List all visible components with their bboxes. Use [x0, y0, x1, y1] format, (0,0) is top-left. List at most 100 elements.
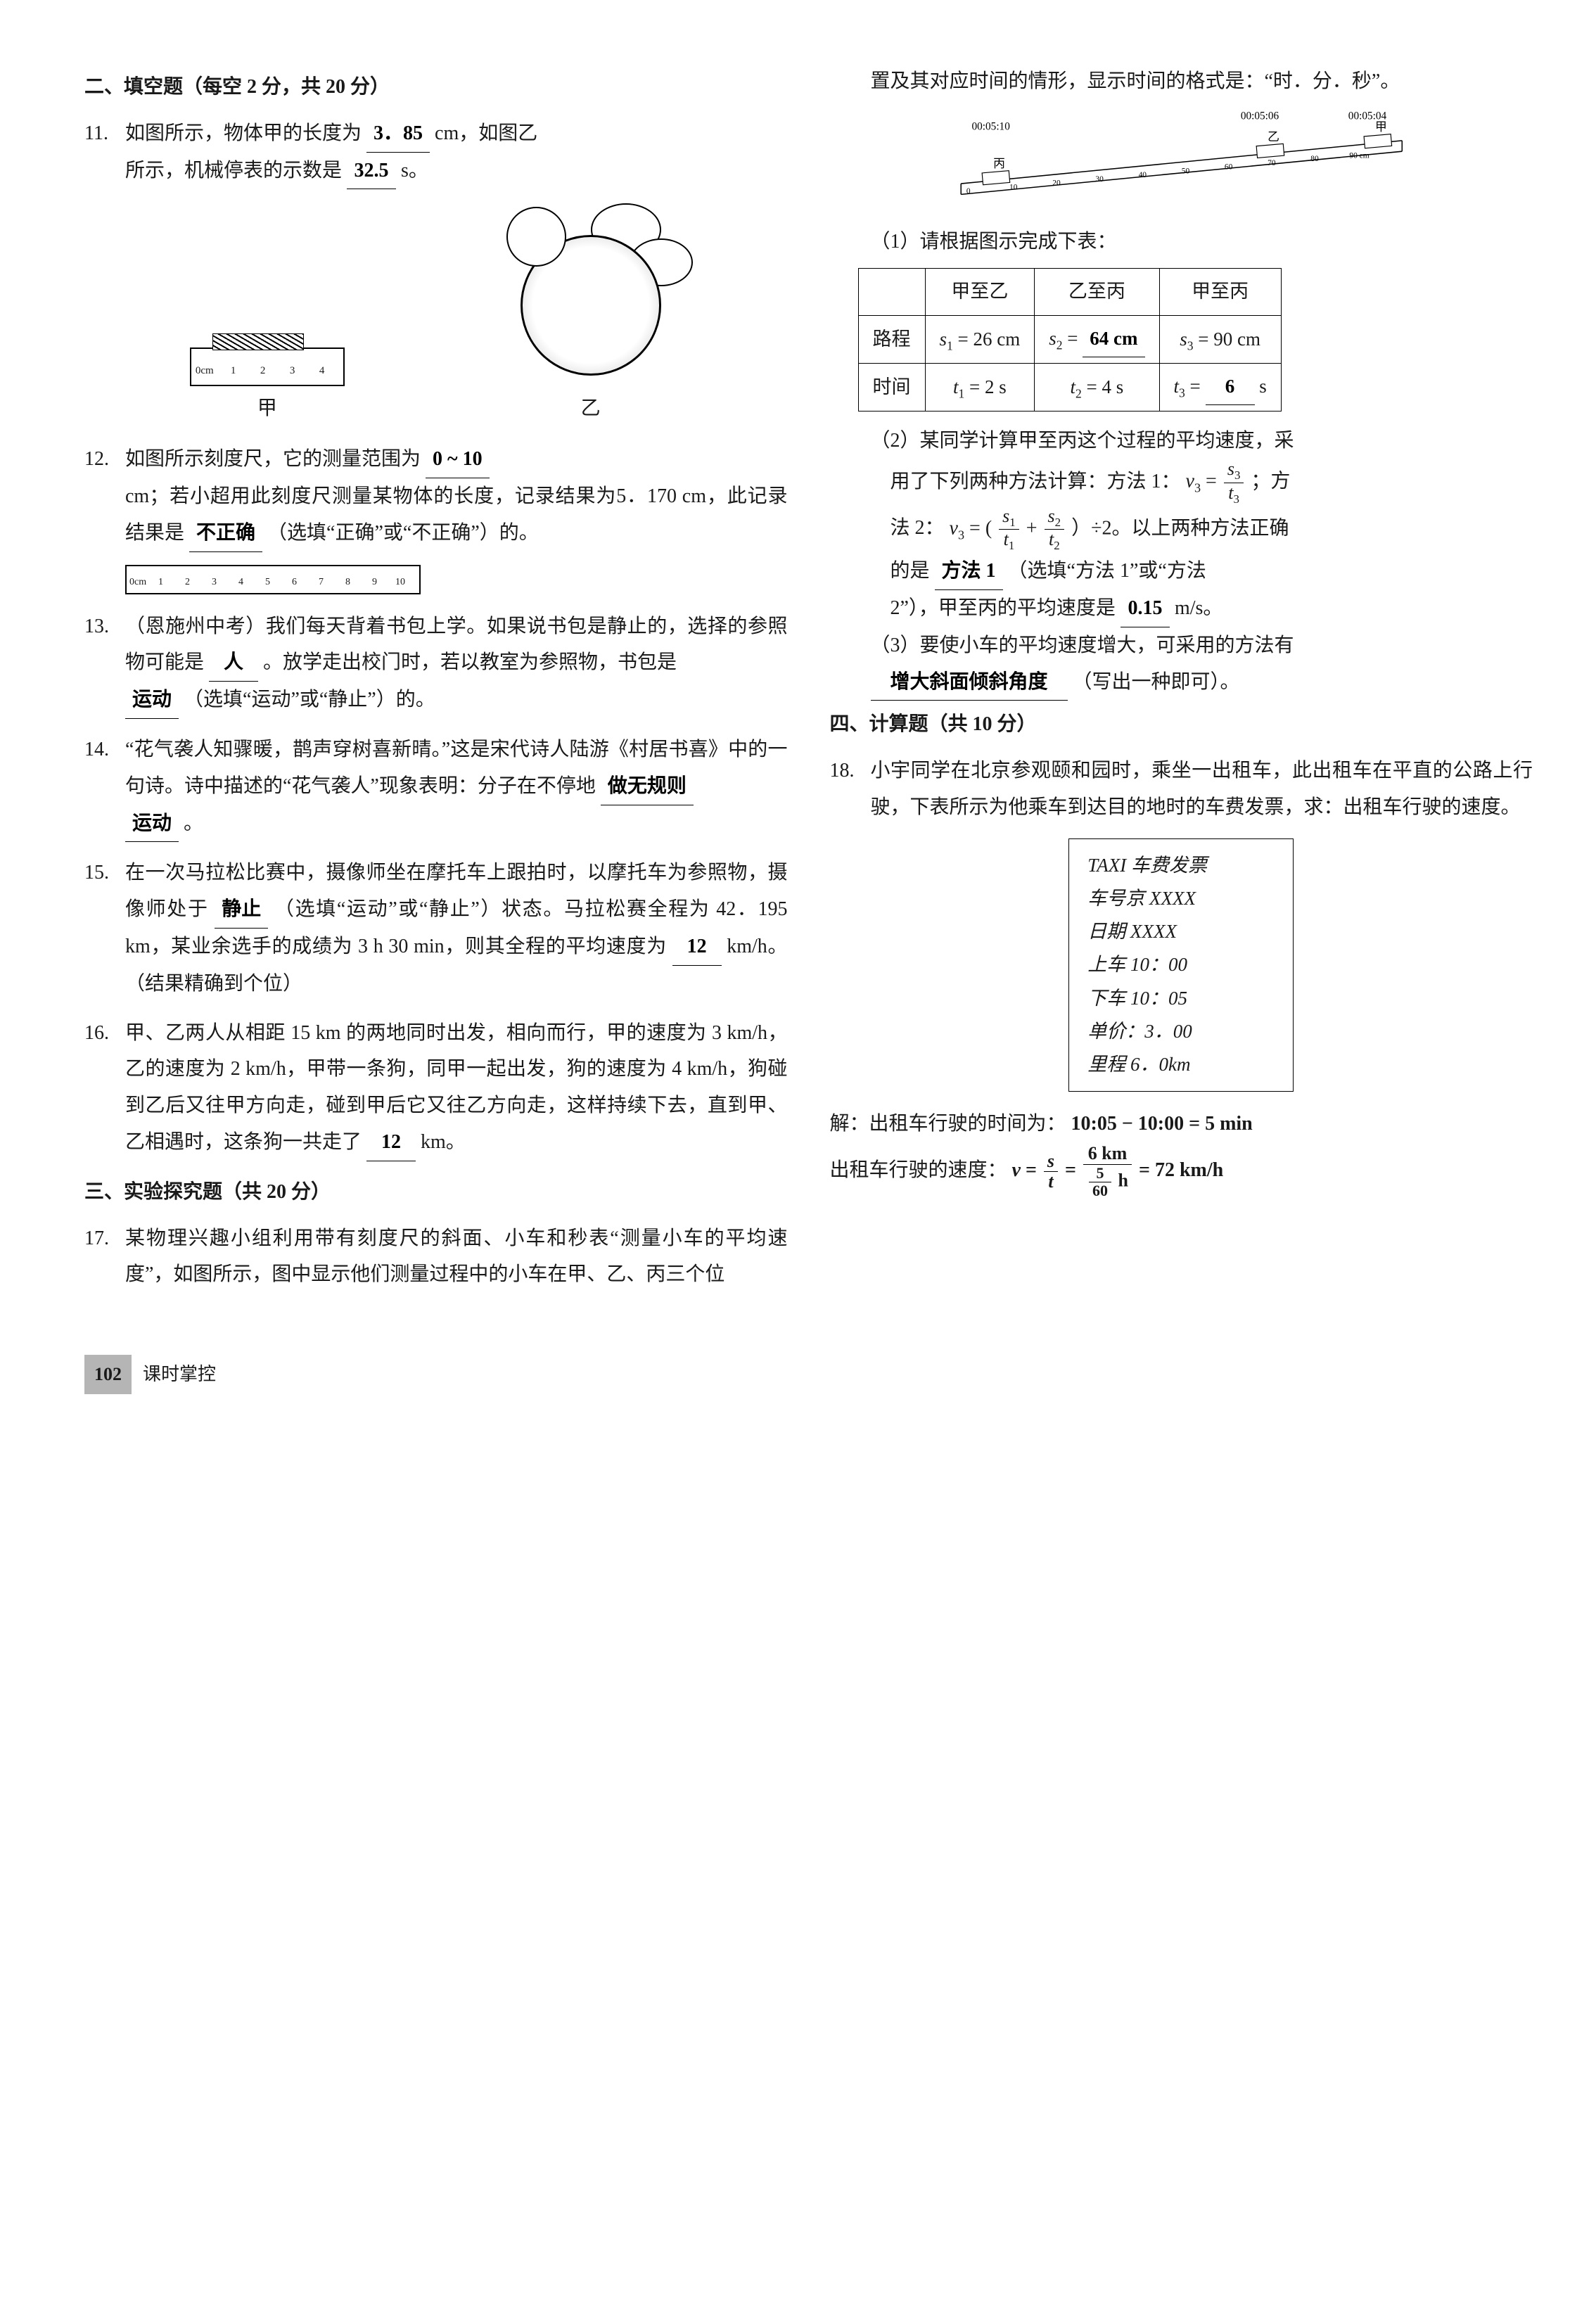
rcpt-l6: 单价：3．00 [1087, 1015, 1275, 1048]
q17: 17. 某物理兴趣小组利用带有刻度尺的斜面、小车和秒表“测量小车的平均速度”，如… [84, 1220, 788, 1294]
svg-text:10: 10 [1009, 183, 1018, 191]
svg-text:00:05:04: 00:05:04 [1348, 110, 1386, 122]
p2-blank2: 0.15 [1121, 590, 1170, 627]
t2: t2 = 4 s [1035, 364, 1159, 412]
q14-number: 14. [84, 732, 125, 842]
q16: 课时掌控 16. 甲、乙两人从相距 15 km 的两地同时出发，相向而行，甲的速… [84, 1015, 788, 1161]
page-number: 102 [84, 1355, 132, 1394]
r1: 路程 [858, 316, 925, 364]
q12-blank2: 不正确 [189, 515, 262, 552]
q18-number: 18. [830, 753, 871, 826]
q12-body: 如图所示刻度尺，它的测量范围为 0 ~ 10 cm；若小超用此刻度尺测量某物体的… [125, 441, 788, 551]
rcpt-l2: 车号京 XXXX [1087, 882, 1275, 915]
s2: s2 = 64 cm [1035, 316, 1159, 364]
section2-header: 二、填空题（每空 2 分，共 20 分） [84, 69, 788, 106]
q12-blank1: 0 ~ 10 [426, 441, 490, 478]
q13-text2: 。放学走出校门时，若以教室为参照物，书包是 [263, 651, 677, 673]
ramp-svg-icon: 丙 乙 甲 00:05:10 00:05:06 00:05:04 0 10 20… [858, 108, 1505, 200]
taxi-receipt: TAXI 车费发票 车号京 XXXX 日期 XXXX 上车 10：00 下车 1… [1068, 838, 1294, 1092]
th2: 乙至丙 [1035, 269, 1159, 316]
data-table: 甲至乙 乙至丙 甲至丙 路程 s1 = 26 cm s2 = 64 cm s3 … [858, 268, 1282, 412]
svg-text:0: 0 [966, 187, 970, 196]
q14-blank2: 运动 [125, 805, 179, 843]
rcpt-l4: 上车 10：00 [1087, 948, 1275, 981]
t1: t1 = 2 s [925, 364, 1035, 412]
svg-text:60: 60 [1224, 162, 1232, 171]
q17-number: 17. [84, 1220, 125, 1294]
r2: 时间 [858, 364, 925, 412]
svg-text:70: 70 [1268, 159, 1276, 167]
ruler2: 0cm 1 2 3 4 5 6 7 8 9 10 [125, 565, 421, 594]
q15-number: 15. [84, 855, 125, 1002]
ruler-jia: 0cm 1 2 3 4 甲 [190, 347, 345, 427]
left-column: 二、填空题（每空 2 分，共 20 分） 11. 如图所示，物体甲的长度为 3．… [84, 63, 788, 1306]
q13-blank2: 运动 [125, 682, 179, 719]
svg-text:90 cm: 90 cm [1349, 151, 1369, 160]
t3: t3 = 6 s [1159, 364, 1281, 412]
q14-text2: 。 [184, 812, 203, 834]
q18: 18. 小宇同学在北京参观颐和园时，乘坐一出租车，此出租车在平直的公路上行驶，下… [830, 753, 1533, 826]
p3: （3）要使小车的平均速度增大，可采用的方法有 增大斜面倾斜角度 （写出一种即可）… [871, 627, 1533, 701]
footer-title: 课时掌控 [143, 1358, 216, 1391]
th1: 甲至乙 [925, 269, 1035, 316]
rcpt-l3: 日期 XXXX [1087, 915, 1275, 948]
caption-jia: 甲 [257, 390, 277, 427]
q13-number: 13. [84, 608, 125, 719]
frac2: s1 t1 [999, 506, 1019, 554]
page-footer: 102 课时掌控 [84, 1355, 1533, 1394]
rcpt-l7: 里程 6．0km [1087, 1048, 1275, 1081]
q11-text1: 如图所示，物体甲的长度为 [125, 122, 362, 144]
svg-text:00:05:06: 00:05:06 [1240, 110, 1279, 122]
q11-body: 如图所示，物体甲的长度为 3．85 cm，如图乙 所示，机械停表的示数是 32.… [125, 115, 788, 190]
q16-number: 16. [84, 1015, 125, 1161]
q11-figure: 0cm 1 2 3 4 甲 乙 [113, 203, 760, 427]
section3-header: 三、实验探究题（共 20 分） [84, 1174, 788, 1211]
stopwatch-yi: 乙 [499, 203, 682, 427]
wood-block-icon [212, 333, 304, 350]
solution: 解：出租车行驶的时间为： 10:05 − 10:00 = 5 min 出租车行驶… [830, 1104, 1533, 1199]
th3: 甲至丙 [1159, 269, 1281, 316]
q14-blank1: 做无规则 [601, 768, 694, 805]
q13-text3: （选填“运动”或“静止”）的。 [184, 689, 435, 710]
q11-text2: cm，如图乙 [435, 122, 537, 144]
p1: （1）请根据图示完成下表： [871, 224, 1533, 260]
p2: （2）某同学计算甲至丙这个过程的平均速度，采 用了下列两种方法计算：方法 1： … [871, 423, 1533, 627]
q15-blank2: 12 [672, 929, 722, 966]
q15-body: 在一次马拉松比赛中，摄像师坐在摩托车上跟拍时，以摩托车为参照物，摄像师处于 静止… [125, 855, 788, 1002]
q13-body: （恩施州中考）我们每天背着书包上学。如果说书包是静止的，选择的参照物可能是 人 … [125, 608, 788, 719]
q15: 15. 在一次马拉松比赛中，摄像师坐在摩托车上跟拍时，以摩托车为参照物，摄像师处… [84, 855, 788, 1002]
stopwatch-icon [499, 203, 682, 386]
p3-blank: 增大斜面倾斜角度 [871, 664, 1068, 701]
q11-blank2: 32.5 [347, 153, 396, 190]
q12-text1: 如图所示刻度尺，它的测量范围为 [125, 448, 421, 470]
q12-text3: （选填“正确”或“不正确”）的。 [267, 522, 539, 544]
right-column: 置及其对应时间的情形，显示时间的格式是：“时．分．秒”。 丙 乙 甲 00:05… [830, 63, 1533, 1306]
q17-body: 某物理兴趣小组利用带有刻度尺的斜面、小车和秒表“测量小车的平均速度”，如图所示，… [125, 1220, 788, 1294]
svg-text:80: 80 [1310, 155, 1319, 163]
q16-blank1: 12 [366, 1124, 416, 1161]
q14-body: “花气袭人知骤暖，鹊声穿树喜新晴。”这是宋代诗人陆游《村居书喜》中的一句诗。诗中… [125, 732, 788, 842]
ramp-label-jia: 甲 [1375, 120, 1387, 134]
q13: 13. （恩施州中考）我们每天背着书包上学。如果说书包是静止的，选择的参照物可能… [84, 608, 788, 719]
frac1: s3 t3 [1224, 459, 1244, 506]
q11-text3: 所示，机械停表的示数是 [125, 160, 342, 181]
ramp-diagram: 丙 乙 甲 00:05:10 00:05:06 00:05:04 0 10 20… [858, 108, 1505, 212]
dial-small-icon [506, 207, 566, 267]
caption-yi: 乙 [581, 390, 601, 427]
q11: 11. 如图所示，物体甲的长度为 3．85 cm，如图乙 所示，机械停表的示数是… [84, 115, 788, 190]
svg-text:00:05:10: 00:05:10 [971, 120, 1010, 132]
svg-text:50: 50 [1181, 167, 1189, 175]
sol-speed-eq: v = st = 6 km560 h = 72 km/h [1012, 1159, 1224, 1181]
s3: s3 = 90 cm [1159, 316, 1281, 364]
q16-body: 甲、乙两人从相距 15 km 的两地同时出发，相向而行，甲的速度为 3 km/h… [125, 1015, 788, 1161]
rcpt-l1: TAXI 车费发票 [1087, 849, 1275, 882]
q14: 14. “花气袭人知骤暖，鹊声穿树喜新晴。”这是宋代诗人陆游《村居书喜》中的一句… [84, 732, 788, 842]
q18-body: 小宇同学在北京参观颐和园时，乘坐一出租车，此出租车在平直的公路上行驶，下表所示为… [871, 753, 1533, 826]
svg-text:30: 30 [1095, 175, 1104, 184]
ramp-label-yi: 乙 [1268, 130, 1279, 143]
q15-blank1: 静止 [215, 891, 268, 929]
frac3: s2 t2 [1045, 506, 1065, 554]
q16-text2: km。 [421, 1131, 466, 1153]
svg-text:20: 20 [1052, 179, 1061, 187]
q12: 12. 如图所示刻度尺，它的测量范围为 0 ~ 10 cm；若小超用此刻度尺测量… [84, 441, 788, 551]
